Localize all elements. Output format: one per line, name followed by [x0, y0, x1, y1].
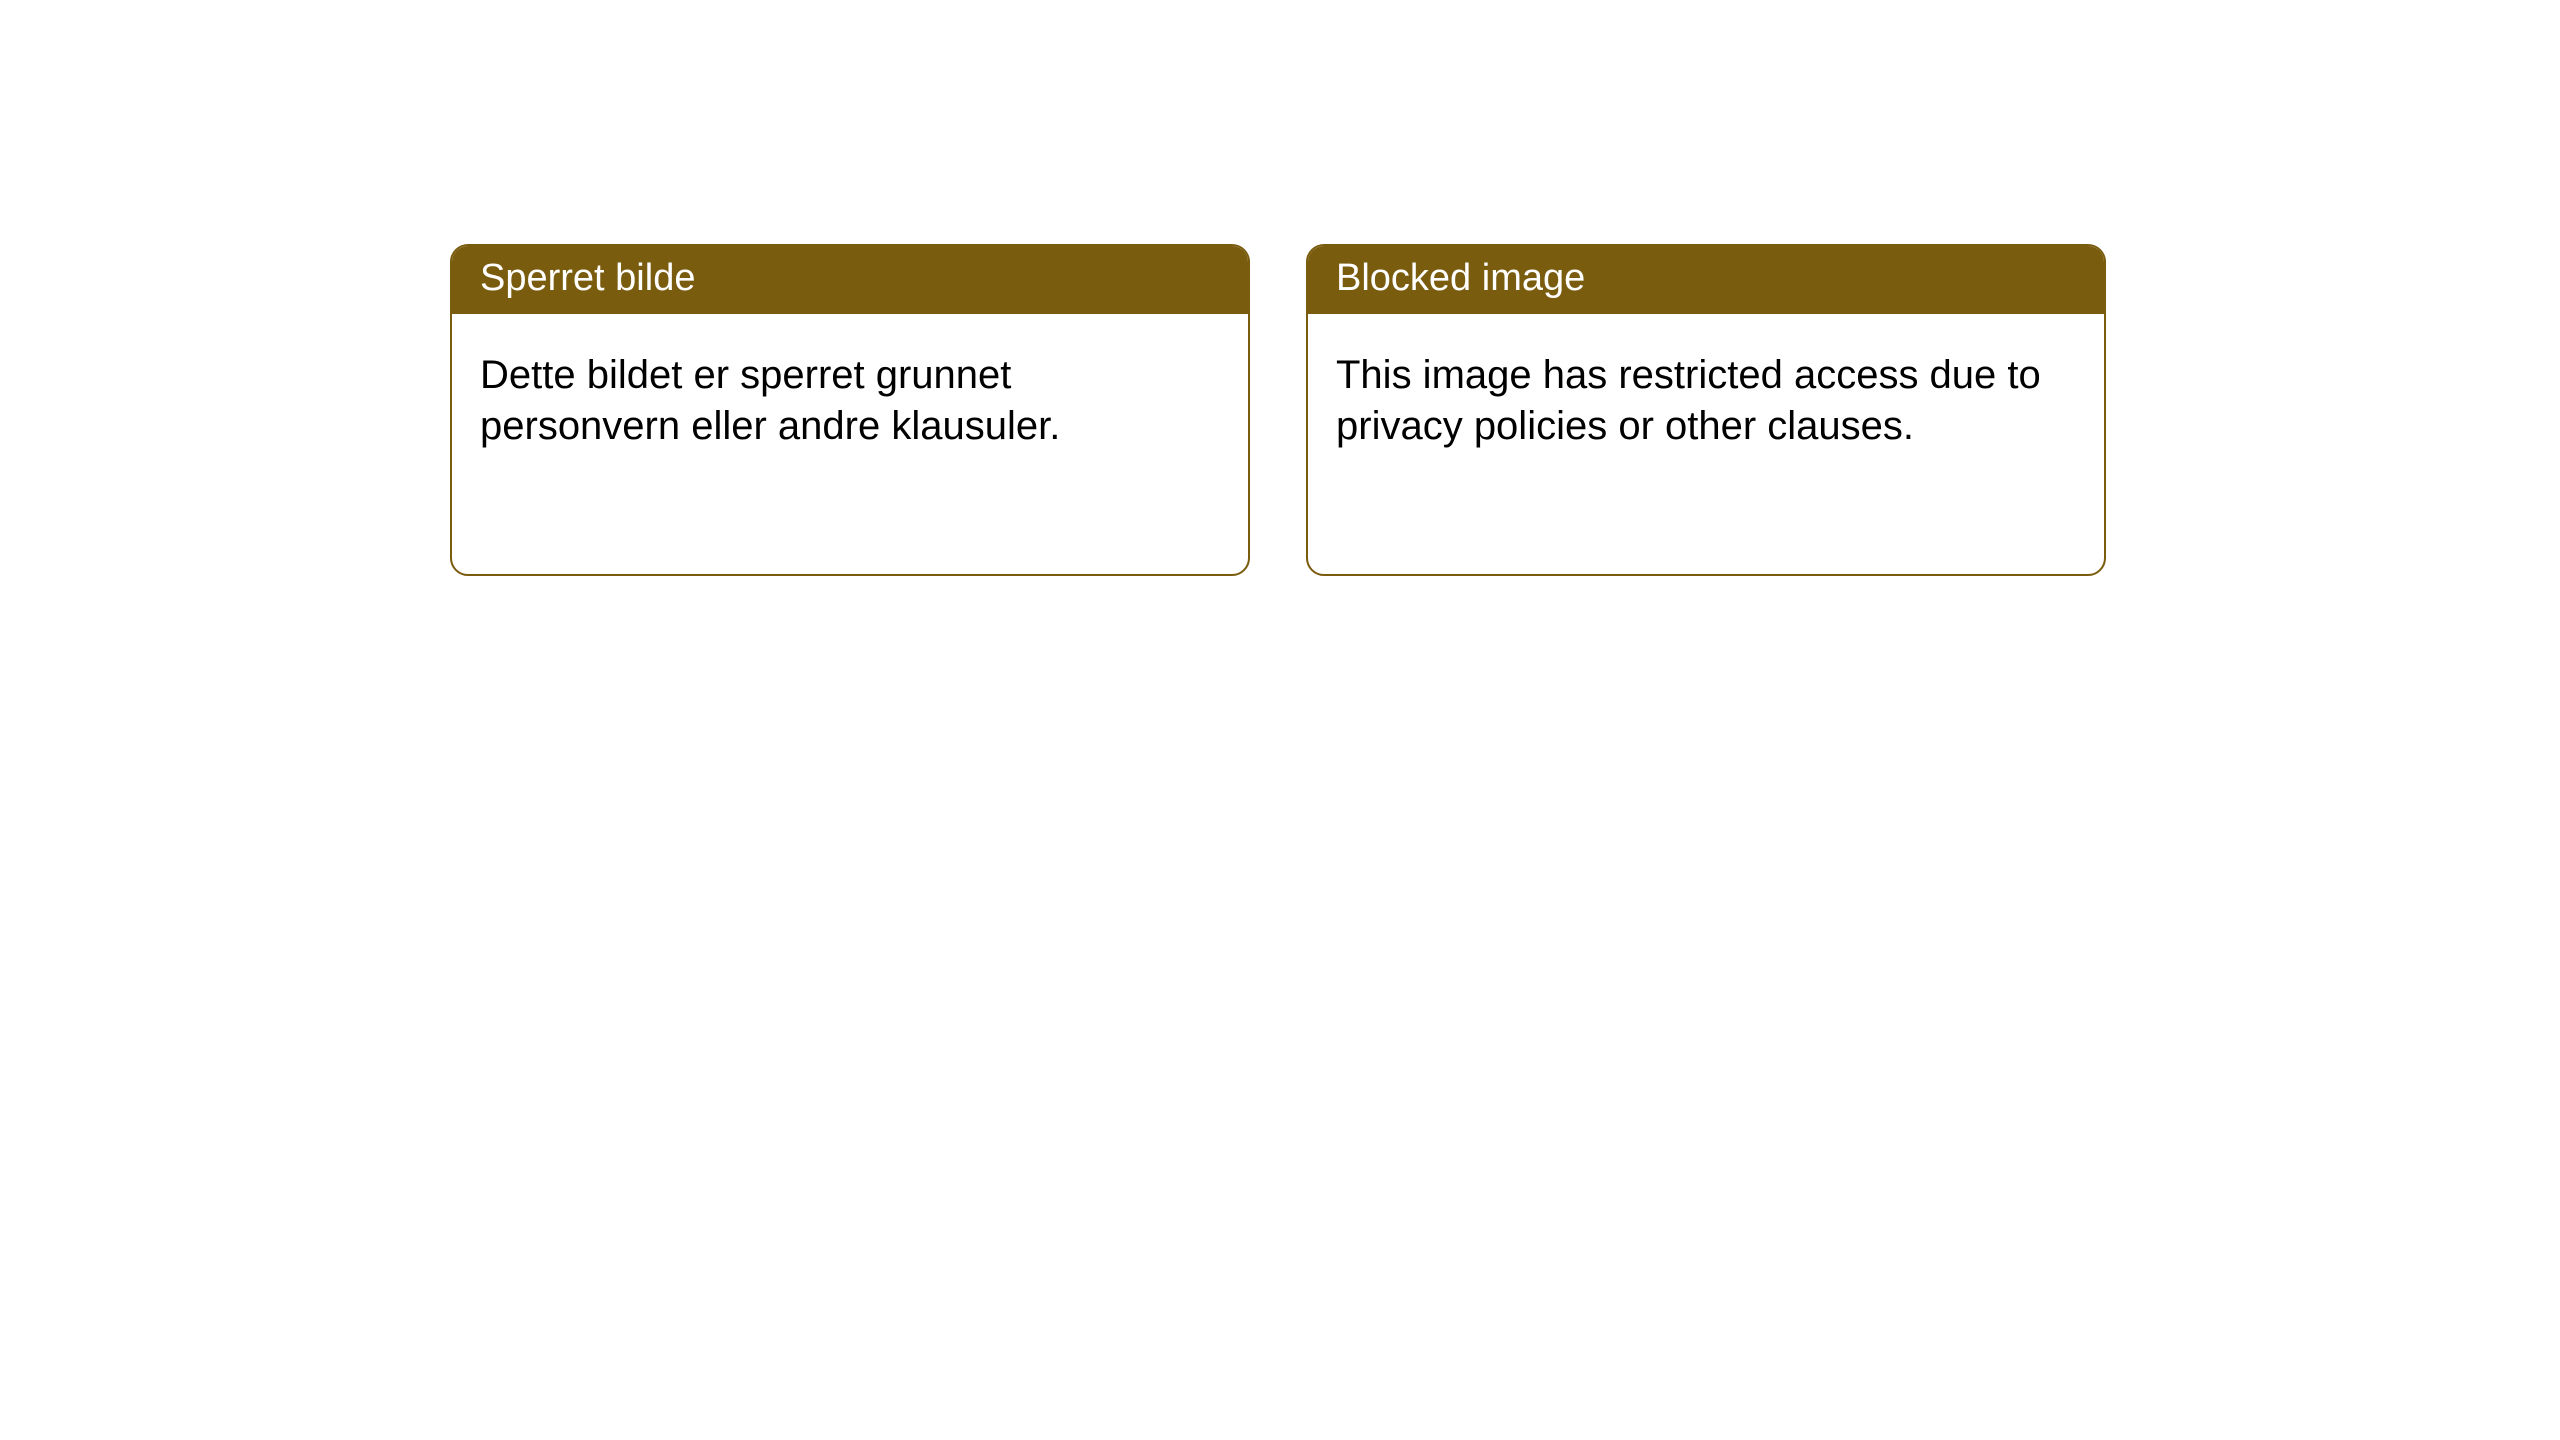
panel-body-en: This image has restricted access due to … — [1308, 314, 2104, 480]
blocked-image-panel-no: Sperret bilde Dette bildet er sperret gr… — [450, 244, 1250, 576]
panel-header-en: Blocked image — [1308, 246, 2104, 314]
panel-header-no: Sperret bilde — [452, 246, 1248, 314]
panel-body-no: Dette bildet er sperret grunnet personve… — [452, 314, 1248, 480]
blocked-image-panel-en: Blocked image This image has restricted … — [1306, 244, 2106, 576]
notice-container: Sperret bilde Dette bildet er sperret gr… — [450, 244, 2106, 576]
